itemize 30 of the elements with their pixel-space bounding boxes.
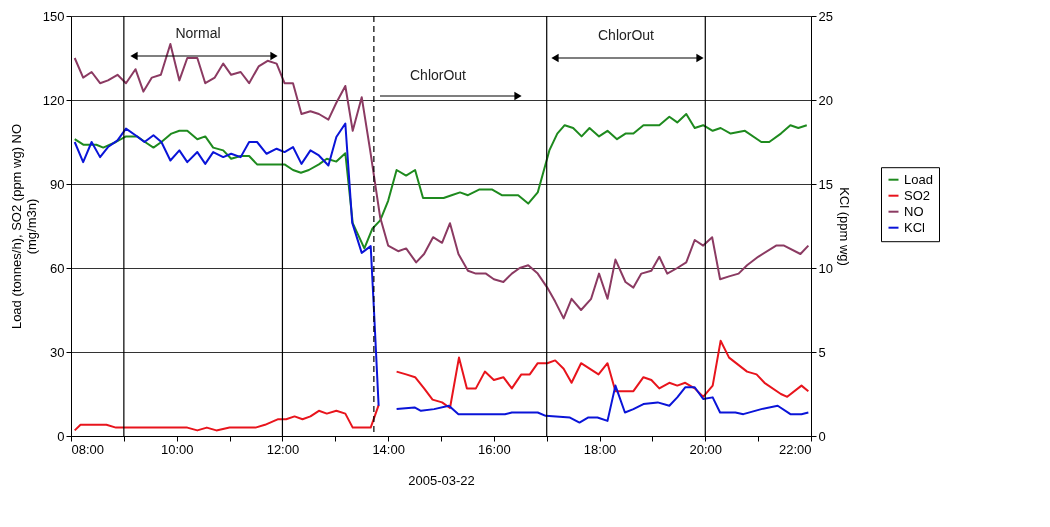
legend-label: SO2 (904, 187, 931, 203)
x-tick-label: 14:00 (372, 441, 405, 457)
y2-tick-label: 10 (818, 260, 833, 276)
legend-label: Load (904, 171, 933, 187)
y-tick-label: 60 (50, 260, 65, 276)
x-tick-label: 22:00 (778, 441, 812, 457)
x-tick-label: 16:00 (478, 441, 511, 457)
y-tick-label: 120 (42, 92, 65, 108)
y2-axis-title: KCl (ppm wg) (836, 187, 852, 266)
y2-tick-label: 20 (818, 92, 833, 108)
legend-label: NO (904, 203, 924, 219)
x-tick-label: 10:00 (160, 441, 194, 457)
y-tick-label: 30 (50, 344, 65, 360)
y-axis-title: Load (tonnes/h), SO2 (ppm wg) NO (mg/m3n) (8, 123, 39, 330)
legend-label: KCl (904, 219, 926, 235)
y2-tick-label: 25 (818, 8, 833, 24)
y-tick-label: 150 (42, 8, 65, 24)
x-tick-label: 12:00 (266, 441, 300, 457)
y-tick-label: 90 (50, 176, 65, 192)
y2-tick-label: 5 (818, 344, 826, 360)
y2-tick-label: 15 (818, 176, 833, 192)
annotation: Normal (175, 25, 221, 41)
annotation: ChlorOut (409, 67, 467, 83)
x-axis-title: 2005-03-22 (408, 472, 475, 488)
x-tick-label: 18:00 (583, 441, 617, 457)
y2-tick-label: 0 (818, 428, 826, 444)
x-tick-label: 20:00 (689, 441, 723, 457)
annotation: ChlorOut (597, 27, 655, 43)
x-tick-label: 08:00 (71, 441, 105, 457)
y-tick-label: 0 (57, 428, 65, 444)
